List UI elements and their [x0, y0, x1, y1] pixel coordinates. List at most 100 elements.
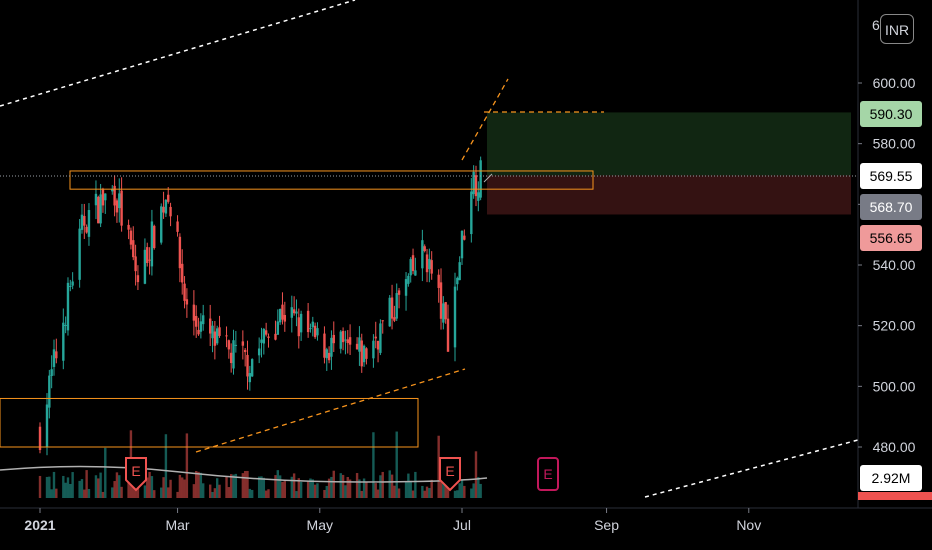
candle-body[interactable]	[208, 318, 212, 334]
candle-body[interactable]	[232, 340, 235, 369]
candle-body[interactable]	[339, 331, 342, 349]
candle-body[interactable]	[428, 258, 431, 270]
candle-body[interactable]	[442, 303, 445, 323]
candle-body[interactable]	[225, 335, 228, 337]
drawing-tools[interactable]	[0, 0, 859, 498]
candle-body[interactable]	[143, 249, 147, 284]
candle-body[interactable]	[169, 206, 172, 217]
candle-body[interactable]	[167, 194, 170, 202]
candle-body[interactable]	[162, 206, 165, 213]
candle-body[interactable]	[64, 324, 67, 326]
candle-body[interactable]	[94, 193, 98, 206]
candle-body[interactable]	[243, 349, 247, 353]
candle-body[interactable]	[148, 259, 151, 261]
candle-body[interactable]	[327, 352, 331, 361]
candle-body[interactable]	[197, 329, 200, 335]
candle-body[interactable]	[479, 160, 482, 198]
candle-body[interactable]	[71, 281, 74, 286]
candle-body[interactable]	[69, 286, 72, 288]
candle-body[interactable]	[453, 286, 457, 348]
candle-body[interactable]	[472, 171, 475, 195]
candle-body[interactable]	[388, 297, 391, 327]
candle-body[interactable]	[101, 189, 105, 206]
candle-body[interactable]	[85, 226, 88, 233]
candle-body[interactable]	[365, 348, 368, 359]
candle-body[interactable]	[164, 199, 168, 214]
candle-body[interactable]	[306, 310, 310, 333]
support-trendline[interactable]	[195, 368, 466, 453]
candle-body[interactable]	[62, 322, 65, 361]
candle-body[interactable]	[87, 210, 91, 237]
candle-body[interactable]	[211, 325, 214, 339]
upper-channel-line[interactable]	[0, 0, 356, 107]
candle-body[interactable]	[281, 304, 284, 320]
candle-body[interactable]	[397, 290, 401, 295]
time-axis[interactable]: 2021 Mar May Jul Sep Nov	[0, 507, 932, 533]
candle-body[interactable]	[80, 214, 84, 230]
candle-body[interactable]	[404, 279, 408, 296]
position-zones[interactable]	[487, 112, 851, 215]
candle-body[interactable]	[111, 189, 114, 192]
candle-body[interactable]	[360, 340, 363, 367]
candle-body[interactable]	[195, 315, 198, 327]
candle-body[interactable]	[134, 256, 137, 272]
candle-body[interactable]	[299, 313, 303, 333]
candle-body[interactable]	[120, 190, 123, 226]
candle-body[interactable]	[311, 321, 314, 328]
profit-zone[interactable]	[487, 112, 851, 176]
candle-body[interactable]	[176, 221, 179, 232]
candle-body[interactable]	[390, 297, 394, 319]
candle-body[interactable]	[115, 200, 119, 213]
candle-body[interactable]	[146, 247, 149, 263]
candle-body[interactable]	[129, 230, 133, 245]
candle-body[interactable]	[276, 321, 280, 335]
candle-body[interactable]	[104, 193, 107, 201]
candle-body[interactable]	[355, 343, 359, 350]
candle-body[interactable]	[160, 206, 163, 243]
candle-body[interactable]	[118, 193, 121, 209]
candle-body[interactable]	[218, 327, 221, 336]
candle-body[interactable]	[470, 191, 473, 235]
candle-body[interactable]	[348, 337, 352, 345]
candle-body[interactable]	[153, 225, 156, 249]
candle-body[interactable]	[346, 339, 349, 343]
candle-body[interactable]	[278, 308, 282, 323]
candle-body[interactable]	[332, 334, 335, 344]
candle-body[interactable]	[374, 336, 377, 339]
candle-body[interactable]	[274, 333, 277, 340]
candle-body[interactable]	[376, 341, 380, 350]
candle-body[interactable]	[83, 215, 86, 226]
candle-body[interactable]	[97, 196, 100, 224]
candle-body[interactable]	[325, 349, 328, 359]
candle-body[interactable]	[227, 340, 231, 350]
earnings-marker[interactable]: E	[537, 457, 559, 491]
candle-body[interactable]	[316, 328, 319, 336]
currency-button[interactable]: INR	[880, 14, 914, 44]
candle-body[interactable]	[341, 331, 345, 343]
demand-rectangle[interactable]	[0, 397, 419, 448]
candle-body[interactable]	[458, 262, 461, 281]
candle-body[interactable]	[344, 339, 347, 341]
candle-body[interactable]	[463, 235, 466, 240]
candle-body[interactable]	[38, 426, 42, 451]
candle-body[interactable]	[358, 337, 361, 352]
candle-body[interactable]	[409, 259, 412, 276]
candle-body[interactable]	[393, 317, 396, 321]
candle-body[interactable]	[446, 318, 450, 352]
candle-body[interactable]	[99, 194, 102, 224]
candle-body[interactable]	[425, 254, 429, 273]
breakout-trendline[interactable]	[461, 78, 509, 161]
candle-body[interactable]	[407, 275, 410, 284]
candle-body[interactable]	[127, 224, 130, 230]
candle-body[interactable]	[50, 369, 53, 376]
candle-body[interactable]	[150, 221, 154, 267]
lower-channel-line[interactable]	[644, 439, 859, 498]
price-axis[interactable]: 6600.00580.00560.00540.00520.00500.00480…	[857, 0, 932, 508]
candle-body[interactable]	[66, 282, 70, 331]
candle-body[interactable]	[260, 339, 263, 343]
candlesticks[interactable]	[38, 156, 482, 456]
candle-body[interactable]	[78, 228, 81, 280]
candle-body[interactable]	[45, 404, 49, 447]
